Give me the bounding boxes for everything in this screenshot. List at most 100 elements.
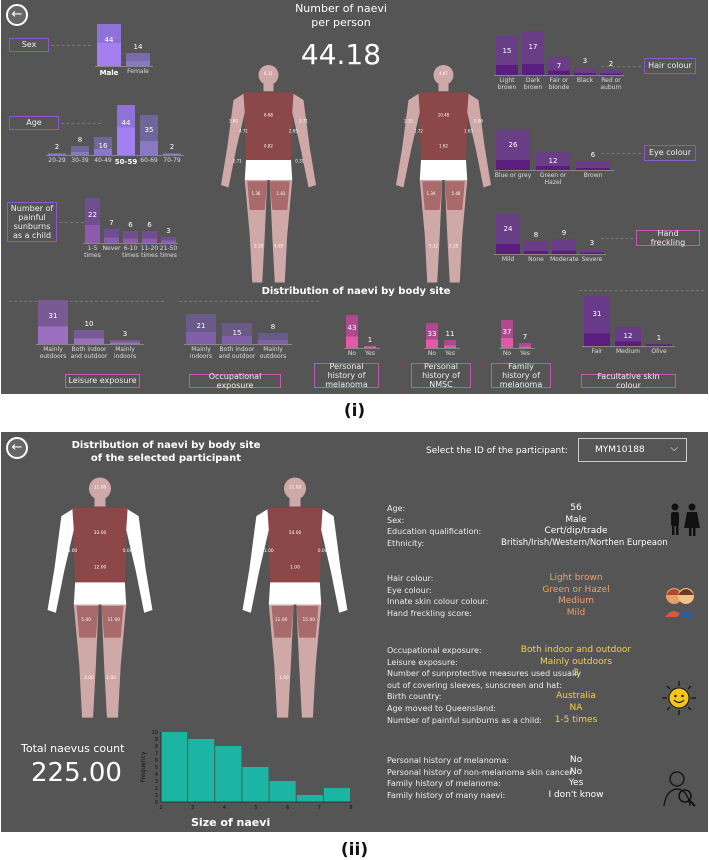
age-category: 50-59 xyxy=(114,158,138,166)
chevron-down-icon: ⌵ xyxy=(670,443,678,454)
age-bar xyxy=(71,145,89,155)
torso xyxy=(267,507,323,583)
info-value: British/Irish/Western/Northen Eurpeaon xyxy=(501,537,668,548)
left-arm xyxy=(242,509,269,613)
back-site-value: 5.48 xyxy=(452,191,461,196)
sex-category: Female xyxy=(127,68,149,75)
hair-value: 3 xyxy=(582,57,588,66)
sunburns-value: 6 xyxy=(128,220,133,229)
histogram-bar xyxy=(296,795,323,802)
family-faces-icon xyxy=(662,583,698,623)
skin-category: Fair xyxy=(591,348,603,355)
info-value: Green or Hazel xyxy=(542,584,610,595)
freckling-value: 24 xyxy=(503,225,513,234)
participant-front-site-value: 11.00 xyxy=(107,617,120,623)
back-arrow-icon[interactable]: ← xyxy=(6,4,28,26)
occupational-bar xyxy=(186,314,216,344)
participant-id-dropdown[interactable]: MYM10188 ⌵ xyxy=(578,438,687,462)
y-tick-label: 1 xyxy=(155,793,158,799)
skin-bar xyxy=(584,296,610,346)
skin-value: 12 xyxy=(623,332,633,341)
age-bar xyxy=(140,115,158,155)
hair-value: 17 xyxy=(528,43,538,52)
back-site-value: 1.34 xyxy=(427,191,436,196)
leisure-exposure-filter-label: Leisure exposure xyxy=(65,374,140,388)
nmsc-category: Yes xyxy=(445,350,455,357)
naevi-mean-value: 44.18 xyxy=(300,38,382,71)
naevi-title-line2: per person xyxy=(311,16,371,29)
head xyxy=(88,477,112,500)
eye-colour-filter-label: Eye colour xyxy=(644,145,696,161)
head xyxy=(283,477,307,500)
right-thigh xyxy=(101,605,124,638)
people-icon xyxy=(666,502,702,544)
front-site-value: 0.25 xyxy=(264,166,273,171)
left-thigh xyxy=(271,605,294,638)
info-value: Yes xyxy=(568,778,584,789)
left-arm xyxy=(47,509,74,613)
skin-value: 1 xyxy=(656,334,662,342)
sunburns-value: 7 xyxy=(109,218,114,227)
sunburns-axis xyxy=(83,243,178,244)
left-thigh xyxy=(247,181,268,210)
participant-back-site-value: 1.00 xyxy=(279,675,289,681)
y-tick-label: 0 xyxy=(155,800,158,806)
info-value: Mild xyxy=(566,607,586,618)
left-thigh xyxy=(422,181,443,210)
age-bar xyxy=(163,152,181,155)
freckling-category: Moderate xyxy=(550,256,579,263)
briefs xyxy=(268,582,322,605)
torso xyxy=(72,507,128,583)
back-site-value: 10.48 xyxy=(438,112,450,117)
age-axis xyxy=(46,155,184,156)
melanoma-category: Yes xyxy=(365,350,375,357)
y-tick-label: 10 xyxy=(152,730,158,736)
sex-axis xyxy=(95,66,153,67)
briefs xyxy=(73,582,127,605)
torso xyxy=(418,92,469,160)
front-site-value: 2.71 xyxy=(233,159,242,164)
age-category: 70-79 xyxy=(163,157,181,164)
info-value: Mainly outdoors xyxy=(539,656,613,667)
front-site-value: 0.31 xyxy=(295,159,304,164)
histogram-bar xyxy=(161,732,188,802)
occupational-value: 8 xyxy=(270,322,276,331)
hair-category: Dark brown xyxy=(523,77,543,91)
body-front-figure: 6.11 6.68 4.71 2.65 0.82 1.36 1.83 3.18 4.58 3.80… xyxy=(221,65,316,283)
family-axis xyxy=(499,348,535,349)
right-thigh xyxy=(444,181,465,210)
leisure-category: Mainly indoors xyxy=(113,346,137,360)
sunburns-bar xyxy=(85,198,100,243)
divider xyxy=(9,301,164,302)
info-label: Hand freckling score: xyxy=(387,608,472,618)
sex-bar xyxy=(97,24,121,66)
divider xyxy=(179,301,319,302)
right-arm xyxy=(292,93,316,188)
occupational-category: Mainly indoors xyxy=(189,346,213,360)
leisure-value: 31 xyxy=(48,312,58,321)
hair-value: 7 xyxy=(556,61,562,70)
neck xyxy=(289,498,301,507)
eye-value: 6 xyxy=(590,150,596,159)
info-label: Eye colour: xyxy=(387,585,432,595)
right-thigh xyxy=(269,181,290,210)
sunburns-bar xyxy=(161,236,176,243)
skin-value: 31 xyxy=(592,310,602,318)
info-value: Male xyxy=(565,514,587,525)
participant-back-site-value: 1.00 xyxy=(290,565,300,571)
participant-back-site-value: 51.00 xyxy=(261,548,274,554)
age-filter-label: Age xyxy=(9,116,59,130)
occupational-bar xyxy=(258,332,288,344)
info-label: Ethnicity: xyxy=(387,538,425,548)
back-arrow-icon[interactable]: ← xyxy=(6,437,28,459)
naevi-title-line1: Number of naevi xyxy=(295,2,387,15)
histogram-title: Size of naevi xyxy=(191,816,271,829)
participant-back-site-value: 15.00 xyxy=(302,617,315,623)
family-category: No xyxy=(502,350,512,357)
sunburns-value: 3 xyxy=(166,226,171,235)
melanoma-category: No xyxy=(347,350,357,357)
sex-bar xyxy=(126,52,150,66)
histogram-bar xyxy=(323,788,350,802)
sex-filter-label: Sex xyxy=(9,38,49,52)
hair-axis xyxy=(494,75,624,76)
